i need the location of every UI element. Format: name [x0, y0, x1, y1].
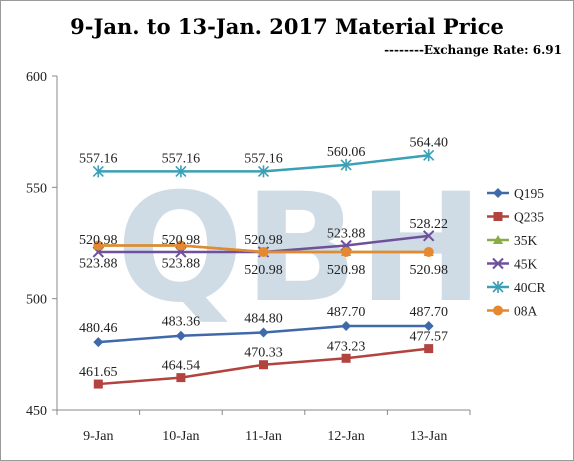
data-point-40cr	[92, 165, 104, 178]
data-point-q235	[176, 373, 186, 383]
legend: Q195 Q235 35K 45K 40CR 08A	[487, 186, 546, 319]
data-label-q235: 470.33	[244, 346, 283, 361]
data-label-q235: 464.54	[162, 359, 201, 374]
data-label-q235: 477.57	[409, 330, 448, 345]
data-label-35k: 520.98	[327, 263, 366, 278]
data-point-08a	[175, 240, 186, 251]
data-point-q195	[341, 321, 352, 332]
legend-marker	[492, 257, 504, 270]
series-q235	[93, 344, 434, 389]
data-point-40cr	[175, 165, 187, 178]
data-labels: 480.46 483.36 484.80 487.70 487.70 461.65 464.…	[79, 135, 448, 380]
chart-axes: 450 500 550 600 9-Jan 10-Jan 11-Jan 12-Jan 13-Ja…	[26, 70, 471, 444]
legend-item-40cr: 40CR	[487, 280, 546, 295]
data-point-q235	[93, 379, 103, 389]
data-label-q195: 480.46	[79, 321, 118, 336]
data-label-45k: 523.88	[327, 226, 366, 241]
data-label-q235: 473.23	[327, 339, 366, 354]
y-tick-label: 600	[26, 70, 47, 85]
data-label-q195: 487.70	[327, 305, 366, 320]
legend-marker	[492, 281, 504, 293]
series-08a	[93, 240, 434, 257]
data-point-q235	[341, 353, 351, 363]
x-tick-label: 10-Jan	[162, 429, 199, 444]
data-point-q195	[175, 330, 186, 341]
legend-item-45k: 45K	[487, 257, 538, 272]
legend-marker	[493, 235, 503, 244]
y-tick-label: 450	[26, 404, 47, 419]
y-tick-label: 500	[26, 293, 47, 308]
chart-title: 9-Jan. to 13-Jan. 2017 Material Price	[70, 14, 504, 39]
data-point-08a	[423, 246, 434, 257]
data-label-q195: 484.80	[244, 312, 283, 327]
legend-label: 08A	[514, 304, 538, 319]
data-point-q195	[423, 321, 434, 332]
x-tick-label: 11-Jan	[245, 429, 282, 444]
data-point-q195	[258, 327, 269, 338]
x-tick-label: 13-Jan	[410, 429, 447, 444]
data-label-40cr: 557.16	[79, 151, 118, 166]
series-q195	[93, 321, 434, 348]
data-label-q195: 483.36	[162, 315, 201, 330]
data-point-08a	[341, 246, 352, 257]
legend-label: Q195	[514, 186, 544, 201]
legend-marker	[493, 305, 503, 316]
data-label-35k: 520.98	[409, 263, 448, 278]
x-tick-label: 12-Jan	[327, 429, 364, 444]
data-label-q195: 487.70	[409, 305, 448, 320]
data-label-45k: 520.98	[162, 233, 201, 248]
data-label-40cr: 557.16	[162, 151, 201, 166]
data-label-45k: 520.98	[244, 233, 283, 248]
data-label-40cr: 557.16	[244, 151, 283, 166]
legend-label: 45K	[514, 257, 538, 272]
legend-label: Q235	[514, 210, 544, 225]
series-layer	[92, 149, 435, 389]
series-40cr	[92, 149, 435, 178]
legend-item-35k: 35K	[487, 233, 538, 248]
data-point-q235	[259, 360, 268, 370]
data-point-40cr	[257, 165, 270, 178]
data-label-45k: 528.22	[409, 217, 448, 232]
legend-item-q195: Q195	[487, 186, 544, 201]
legend-label: 35K	[514, 233, 538, 248]
data-point-45k	[422, 230, 435, 242]
legend-marker	[493, 212, 503, 221]
data-label-40cr: 560.06	[327, 145, 366, 160]
legend-item-08a: 08A	[487, 304, 538, 319]
data-point-40cr	[423, 149, 435, 162]
data-label-35k: 523.88	[162, 256, 201, 271]
data-point-q235	[424, 344, 434, 354]
data-label-40cr: 564.40	[409, 135, 448, 150]
exchange-rate-subtitle: --------Exchange Rate: 6.91	[384, 43, 562, 57]
legend-item-q235: Q235	[487, 210, 544, 225]
legend-label: 40CR	[514, 280, 546, 295]
legend-marker	[493, 188, 503, 198]
data-label-q235: 461.65	[79, 365, 118, 380]
data-point-08a	[258, 246, 269, 257]
data-point-q195	[93, 337, 104, 348]
data-label-35k: 520.98	[244, 263, 283, 278]
y-tick-label: 550	[26, 181, 47, 196]
data-point-40cr	[340, 158, 352, 171]
x-tick-label: 9-Jan	[83, 429, 113, 444]
data-point-08a	[93, 240, 104, 251]
data-label-35k: 523.88	[79, 256, 118, 271]
data-label-45k: 520.98	[79, 233, 118, 248]
